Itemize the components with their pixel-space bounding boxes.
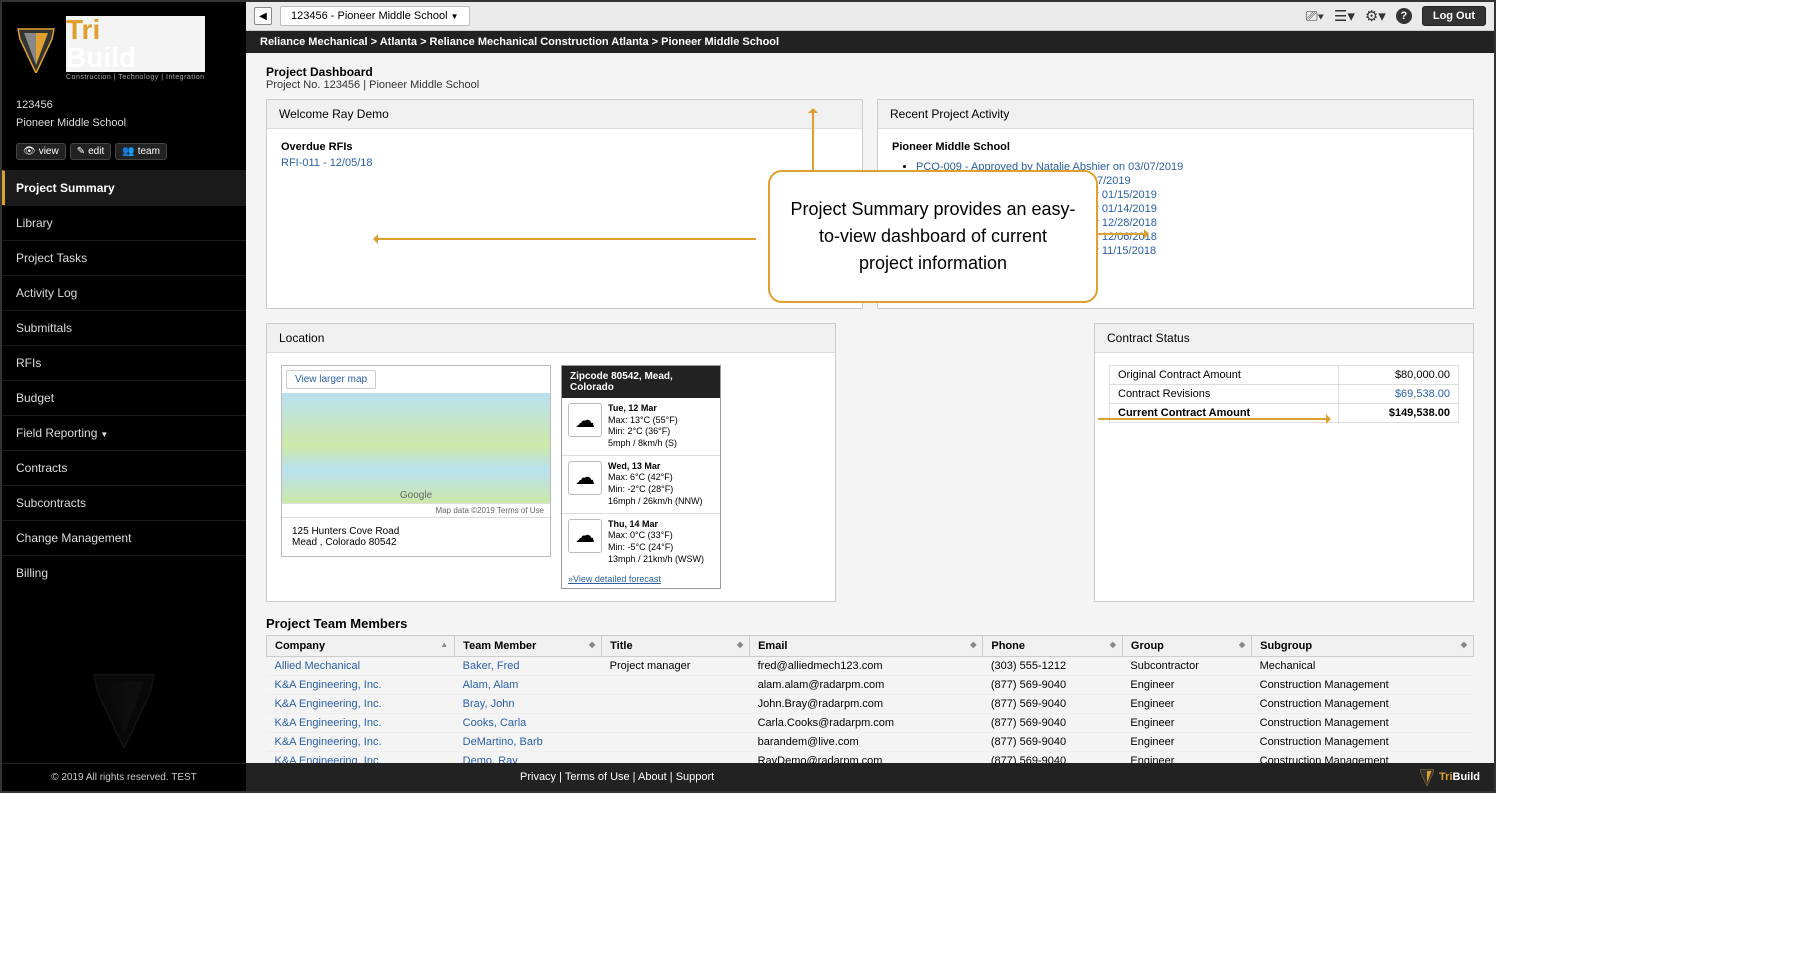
cloud-icon: ☁	[568, 403, 602, 437]
footer-links[interactable]: Privacy | Terms of Use | About | Support	[520, 771, 714, 783]
arrow-right-contract	[1098, 418, 1328, 420]
nav-item-subcontracts[interactable]: Subcontracts	[2, 485, 246, 520]
table-row: K&A Engineering, Inc.Alam, Alamalam.alam…	[267, 676, 1474, 695]
topbar: ◀ 123456 - Pioneer Middle School ▼ ⎚▾ ☰▾…	[246, 2, 1494, 31]
table-row: K&A Engineering, Inc.Bray, JohnJohn.Bray…	[267, 695, 1474, 714]
map[interactable]: View larger map Google Map data ©2019 Te…	[281, 365, 551, 557]
list-icon[interactable]: ☰▾	[1334, 7, 1355, 25]
contract-panel: Contract Status Original Contract Amount…	[1094, 323, 1474, 602]
team-button[interactable]: 👥team	[115, 143, 167, 160]
weather-widget: Zipcode 80542, Mead, Colorado ☁Tue, 12 M…	[561, 365, 721, 589]
screen-icon[interactable]: ⎚▾	[1306, 8, 1324, 25]
col-phone[interactable]: Phone◆	[983, 636, 1123, 657]
eye-icon: 👁	[23, 146, 36, 157]
shield-icon	[1419, 768, 1435, 786]
copyright: © 2019 All rights reserved. TEST	[2, 763, 246, 791]
pencil-icon: ✎	[77, 146, 85, 157]
member-link[interactable]: Demo, Ray	[463, 755, 518, 763]
arrow-left	[376, 238, 756, 240]
company-link[interactable]: Allied Mechanical	[275, 660, 361, 672]
forecast-link[interactable]: »View detailed forecast	[568, 574, 661, 584]
content: Project Dashboard Project No. 123456 | P…	[246, 53, 1494, 763]
weather-day: ☁Wed, 13 MarMax: 6°C (42°F)Min: -2°C (28…	[562, 456, 720, 514]
member-link[interactable]: DeMartino, Barb	[463, 736, 543, 748]
col-group[interactable]: Group◆	[1122, 636, 1251, 657]
contract-row: Contract Revisions$69,538.00	[1110, 385, 1459, 404]
member-link[interactable]: Alam, Alam	[463, 679, 519, 691]
nav-item-activity-log[interactable]: Activity Log	[2, 275, 246, 310]
logout-button[interactable]: Log Out	[1422, 6, 1486, 26]
breadcrumb: Reliance Mechanical > Atlanta > Reliance…	[246, 31, 1494, 53]
nav-item-rfis[interactable]: RFIs	[2, 345, 246, 380]
nav-item-submittals[interactable]: Submittals	[2, 310, 246, 345]
gear-icon[interactable]: ⚙▾	[1365, 7, 1386, 25]
overdue-rfi-link[interactable]: RFI-011 - 12/05/18	[281, 157, 373, 169]
col-company[interactable]: Company▲	[267, 636, 455, 657]
col-team-member[interactable]: Team Member◆	[455, 636, 602, 657]
sidebar-logo-bottom	[2, 656, 246, 763]
company-link[interactable]: K&A Engineering, Inc.	[275, 698, 382, 710]
company-link[interactable]: K&A Engineering, Inc.	[275, 736, 382, 748]
company-link[interactable]: K&A Engineering, Inc.	[275, 679, 382, 691]
cloud-icon: ☁	[568, 519, 602, 553]
logo: TriBuild Construction | Technology | Int…	[2, 2, 246, 99]
member-link[interactable]: Bray, John	[463, 698, 515, 710]
table-row: Allied MechanicalBaker, FredProject mana…	[267, 657, 1474, 676]
project-number: 123456	[16, 99, 232, 111]
project-name: Pioneer Middle School	[16, 117, 232, 129]
company-link[interactable]: K&A Engineering, Inc.	[275, 755, 382, 763]
callout: Project Summary provides an easy-to-view…	[768, 170, 1098, 303]
table-row: K&A Engineering, Inc.DeMartino, Barbbara…	[267, 733, 1474, 752]
view-larger-map-link[interactable]: View larger map	[286, 370, 376, 389]
edit-button[interactable]: ✎edit	[70, 143, 112, 160]
table-row: K&A Engineering, Inc.Demo, RayRayDemo@ra…	[267, 752, 1474, 763]
shield-icon	[14, 25, 58, 73]
help-icon[interactable]: ?	[1396, 8, 1412, 24]
nav-item-library[interactable]: Library	[2, 205, 246, 240]
nav: Project SummaryLibraryProject TasksActiv…	[2, 170, 246, 656]
table-row: K&A Engineering, Inc.Cooks, CarlaCarla.C…	[267, 714, 1474, 733]
dashboard-header: Project Dashboard Project No. 123456 | P…	[246, 53, 1494, 99]
member-link[interactable]: Cooks, Carla	[463, 717, 527, 729]
nav-item-project-summary[interactable]: Project Summary	[2, 170, 246, 205]
footer: Privacy | Terms of Use | About | Support…	[246, 763, 1494, 791]
nav-item-change-management[interactable]: Change Management	[2, 520, 246, 555]
people-icon: 👥	[122, 146, 134, 157]
col-email[interactable]: Email◆	[750, 636, 983, 657]
weather-day: ☁Tue, 12 MarMax: 13°C (55°F)Min: 2°C (36…	[562, 398, 720, 456]
nav-item-contracts[interactable]: Contracts	[2, 450, 246, 485]
team-section: Project Team Members Company▲Team Member…	[246, 602, 1494, 763]
company-link[interactable]: K&A Engineering, Inc.	[275, 717, 382, 729]
overdue-rfis-label: Overdue RFIs	[281, 141, 848, 153]
main: ◀ 123456 - Pioneer Middle School ▼ ⎚▾ ☰▾…	[246, 2, 1494, 791]
member-link[interactable]: Baker, Fred	[463, 660, 520, 672]
back-button[interactable]: ◀	[254, 7, 272, 25]
sidebar: TriBuild Construction | Technology | Int…	[2, 2, 246, 791]
team-table: Company▲Team Member◆Title◆Email◆Phone◆Gr…	[266, 635, 1474, 763]
arrow-up	[812, 111, 814, 171]
project-meta: 123456 Pioneer Middle School	[2, 99, 246, 143]
contract-row: Original Contract Amount$80,000.00	[1110, 366, 1459, 385]
view-button[interactable]: 👁view	[16, 143, 66, 160]
nav-item-budget[interactable]: Budget	[2, 380, 246, 415]
nav-item-field-reporting[interactable]: Field Reporting▼	[2, 415, 246, 450]
col-subgroup[interactable]: Subgroup◆	[1252, 636, 1474, 657]
cloud-icon: ☁	[568, 461, 602, 495]
arrow-right-activity	[1098, 233, 1146, 235]
project-selector[interactable]: 123456 - Pioneer Middle School ▼	[280, 6, 470, 26]
nav-item-project-tasks[interactable]: Project Tasks	[2, 240, 246, 275]
chevron-down-icon: ▼	[451, 12, 459, 21]
nav-item-billing[interactable]: Billing	[2, 555, 246, 590]
location-panel: Location View larger map Google Map data…	[266, 323, 836, 602]
weather-day: ☁Thu, 14 MarMax: 0°C (33°F)Min: -5°C (24…	[562, 514, 720, 571]
col-title[interactable]: Title◆	[602, 636, 750, 657]
